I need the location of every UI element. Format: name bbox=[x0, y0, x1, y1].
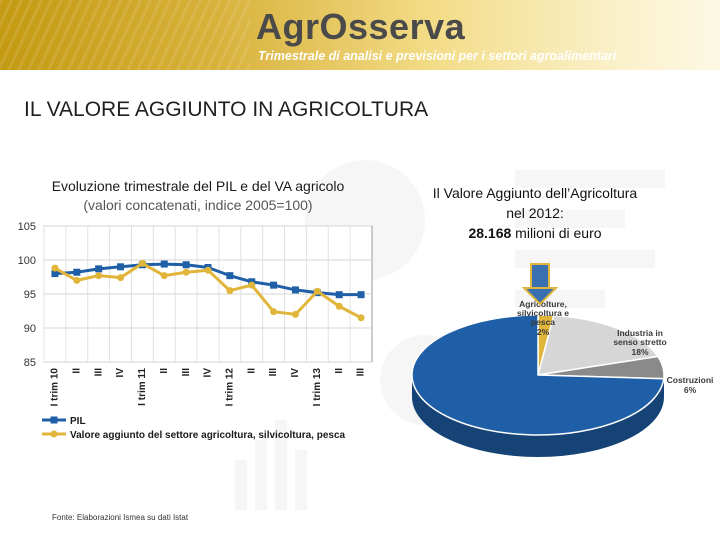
x-tick-label: IV bbox=[203, 368, 214, 378]
agri-marker bbox=[95, 272, 103, 280]
highlight-arrow-shaft bbox=[530, 263, 550, 289]
agri-marker bbox=[182, 268, 190, 276]
pie-heading-line2: nel 2012: bbox=[506, 205, 564, 221]
pie-label-line: silvicoltura e bbox=[517, 308, 569, 318]
agri-marker bbox=[357, 314, 365, 322]
pie-chart: Agricolture, silvicoltura e pesca 2% Industr… bbox=[400, 263, 714, 482]
pie-heading-line1: Il Valore Aggiunto dell’Agricoltura bbox=[432, 185, 638, 201]
agri-marker bbox=[270, 308, 278, 316]
pil-marker bbox=[117, 263, 125, 271]
agri-marker bbox=[248, 281, 256, 289]
x-tick-label: II bbox=[159, 368, 170, 374]
pie-label-line: senso stretto bbox=[613, 337, 666, 347]
x-tick-label: IV bbox=[115, 368, 126, 378]
x-tick-label: III bbox=[93, 368, 104, 377]
x-tick-label: I trim 10 bbox=[50, 368, 61, 407]
x-tick-label: III bbox=[181, 368, 192, 377]
y-tick-label: 95 bbox=[24, 289, 36, 301]
x-tick-label: I trim 11 bbox=[137, 368, 148, 406]
agri-marker bbox=[313, 287, 321, 295]
pil-marker bbox=[291, 286, 299, 294]
pil-marker bbox=[226, 272, 234, 280]
line-chart-title: Evoluzione trimestrale del PIL e del VA … bbox=[51, 178, 345, 194]
pie-heading: Il Valore Aggiunto dell’Agricoltura nel … bbox=[410, 183, 660, 243]
pil-marker bbox=[335, 291, 343, 299]
brand-tagline: Trimestrale di analisi e previsioni per … bbox=[258, 49, 617, 63]
banner-texture bbox=[0, 0, 250, 70]
pie-slice-label: Costruzioni 6% bbox=[667, 375, 714, 395]
pie-slice-label: Agricolture, silvicoltura e pesca 2% bbox=[517, 299, 569, 337]
agri-marker bbox=[73, 276, 81, 284]
agri-marker bbox=[117, 274, 125, 282]
x-tick-label: II bbox=[71, 368, 82, 374]
pie-total-value: 28.168 bbox=[468, 225, 512, 241]
x-tick-label: III bbox=[268, 368, 279, 377]
pie-label-percent: 6% bbox=[684, 385, 697, 395]
agri-marker bbox=[291, 310, 299, 318]
y-tick-label: 90 bbox=[24, 323, 36, 335]
legend-label: Valore aggiunto del settore agricoltura,… bbox=[70, 430, 346, 441]
slide-title: IL VALORE AGGIUNTO IN AGRICOLTURA bbox=[24, 98, 429, 121]
pie-label-percent: 74% bbox=[400, 472, 417, 482]
x-tick-label: I trim 13 bbox=[312, 368, 323, 407]
pie-slice-label: Servizi 74% bbox=[400, 462, 427, 482]
pie-slice bbox=[536, 314, 660, 376]
header-banner: AgrOsserva Trimestrale di analisi e prev… bbox=[0, 0, 720, 70]
pil-marker bbox=[73, 268, 81, 276]
chart-source-note: Fonte: Elaborazioni Ismea su dati Istat bbox=[52, 513, 189, 522]
brand-logo-text: AgrOsserva bbox=[256, 6, 466, 47]
pie-side-wall bbox=[412, 375, 664, 457]
pie-slice-label: Industria in senso stretto 18% bbox=[613, 328, 666, 357]
agri-marker bbox=[226, 287, 234, 295]
pil-marker bbox=[270, 281, 278, 289]
x-tick-label: III bbox=[356, 368, 367, 377]
legend-label: PIL bbox=[70, 416, 86, 427]
pie-label-line: Costruzioni bbox=[667, 375, 714, 385]
agri-marker bbox=[160, 272, 168, 280]
pie-label-line: Servizi bbox=[400, 462, 427, 472]
highlight-arrow-head bbox=[521, 287, 559, 306]
x-tick-label: II bbox=[334, 368, 345, 374]
pie-label-percent: 2% bbox=[537, 327, 550, 337]
x-tick-label: II bbox=[246, 368, 257, 374]
pil-marker bbox=[357, 291, 365, 299]
y-tick-label: 100 bbox=[18, 255, 36, 267]
agri-marker bbox=[335, 302, 343, 310]
x-tick-label: IV bbox=[290, 368, 301, 378]
y-tick-label: 85 bbox=[24, 357, 36, 369]
pil-marker bbox=[182, 261, 190, 269]
legend-marker bbox=[50, 416, 58, 424]
pil-marker bbox=[160, 260, 168, 268]
agri-marker bbox=[51, 264, 59, 272]
y-tick-label: 105 bbox=[18, 221, 36, 233]
agri-marker bbox=[138, 259, 146, 267]
pil-marker bbox=[95, 265, 103, 273]
pie-slice bbox=[411, 314, 665, 436]
agri-marker bbox=[204, 266, 212, 274]
line-chart-subtitle: (valori concatenati, indice 2005=100) bbox=[83, 197, 313, 213]
pie-label-line: Agricolture, bbox=[519, 299, 567, 309]
pie-label-line: Industria in bbox=[617, 328, 663, 338]
pil-marker bbox=[51, 270, 59, 278]
pie-heading-line3: 28.168 milioni di euro bbox=[410, 223, 660, 243]
pie-total-unit: milioni di euro bbox=[515, 225, 602, 241]
pie-label-percent: 18% bbox=[631, 347, 648, 357]
legend-marker bbox=[50, 430, 58, 438]
pie-label-line: pesca bbox=[531, 317, 555, 327]
x-tick-label: I trim 12 bbox=[225, 368, 236, 407]
